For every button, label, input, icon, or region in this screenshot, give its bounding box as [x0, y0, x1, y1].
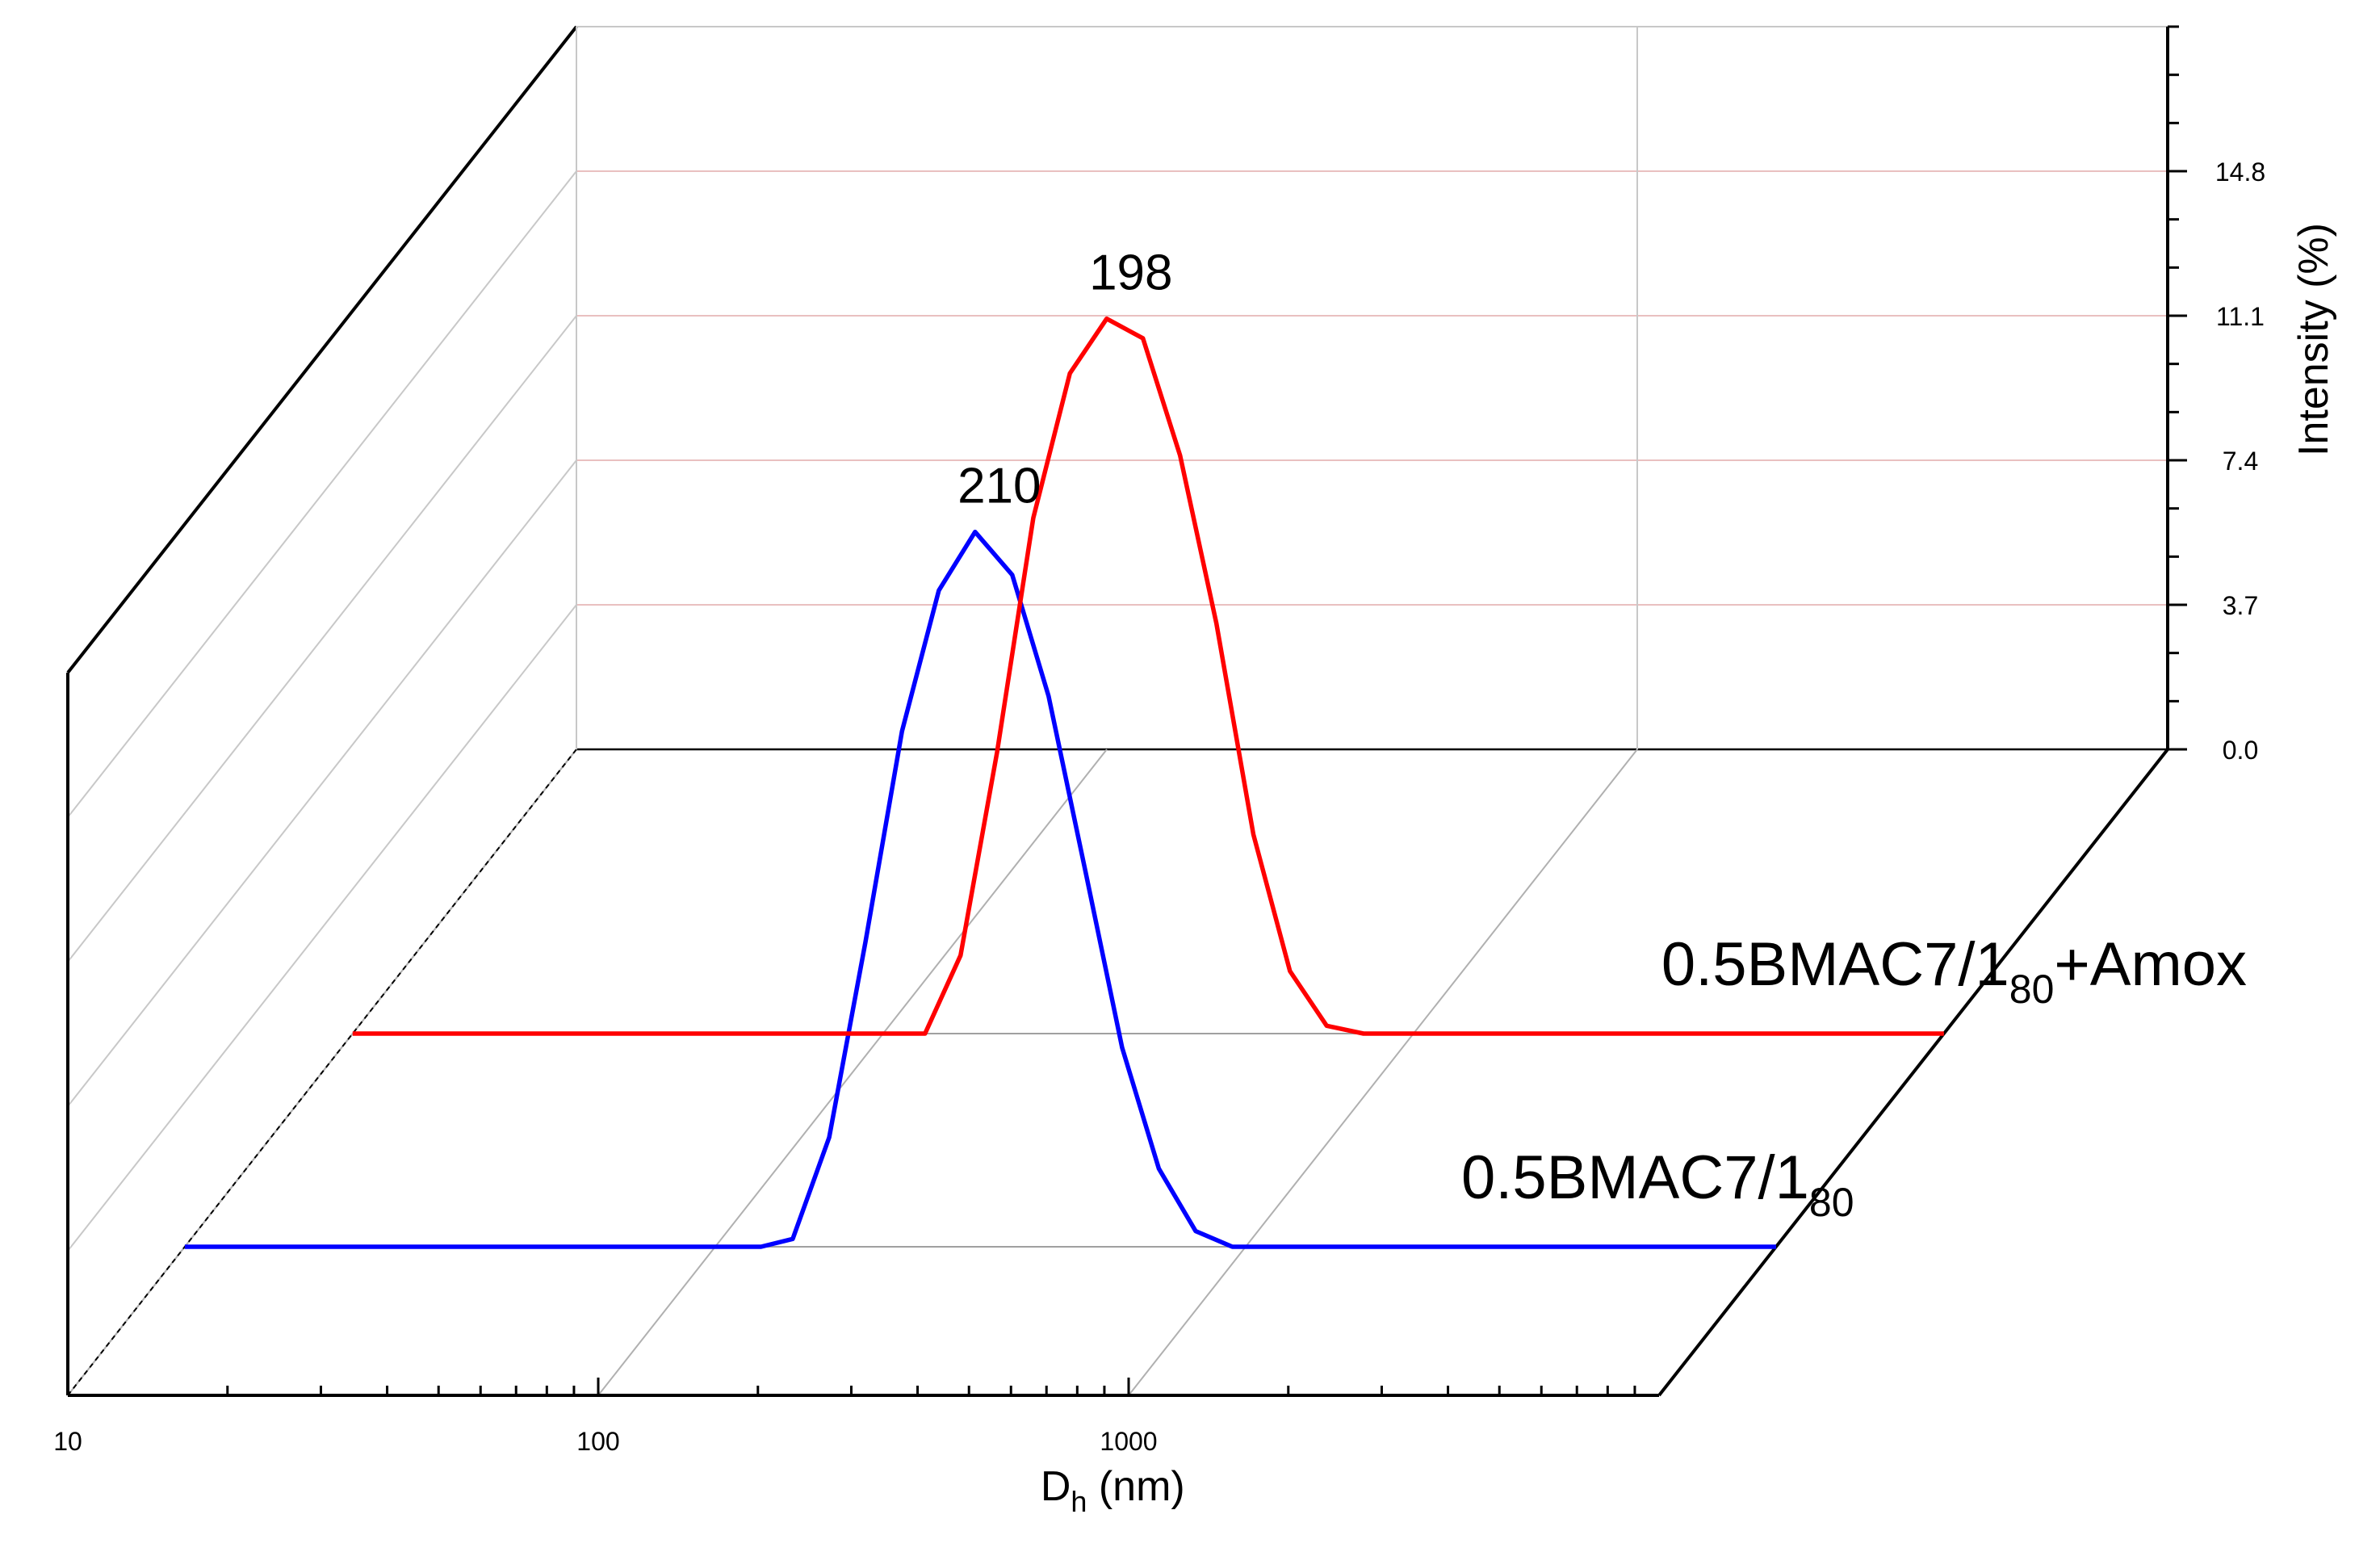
tick-marks [66, 25, 2187, 1395]
left-floor-depth-edge [67, 749, 577, 1396]
x-axis-title: Dh (nm) [1041, 1463, 1185, 1518]
peak-label: 198 [1089, 245, 1172, 301]
series-name-label: 0.5BMAC7/180+Amox [1661, 930, 2247, 1012]
left-wall-gridline [67, 170, 577, 818]
y-tick-label: 11.1 [2216, 302, 2265, 331]
y-tick-label: 14.8 [2215, 157, 2265, 187]
floor-gridline [1657, 748, 2169, 1397]
y-tick-label: 7.4 [2223, 447, 2258, 476]
x-tick-label: 10 [53, 1427, 82, 1456]
top-left-depth-edge [66, 25, 578, 674]
floor-gridline [597, 749, 1108, 1396]
series-line [184, 529, 1776, 1249]
label-layer: 10 100 1000 0.0 3.7 7.4 11.1 14.8 Dh (nm) Intensi… [53, 157, 2337, 1518]
left-wall-gridline [67, 459, 577, 1107]
series-layer [184, 316, 1944, 1249]
x-tick-label: 1000 [1100, 1427, 1157, 1456]
peak-label: 210 [957, 459, 1041, 514]
series-line [352, 316, 1944, 1036]
floor-gridline [1128, 749, 1638, 1396]
axis-frame [66, 25, 2169, 1397]
left-wall-gridline [67, 604, 577, 1252]
x-tick-label: 100 [576, 1427, 619, 1456]
left-wall-gridline [67, 315, 577, 963]
y-axis-title: Intensity (%) [2290, 223, 2337, 456]
y-tick-label: 0.0 [2223, 736, 2258, 765]
series-name-label: 0.5BMAC7/180 [1461, 1143, 1854, 1225]
y-tick-label: 3.7 [2223, 591, 2258, 620]
